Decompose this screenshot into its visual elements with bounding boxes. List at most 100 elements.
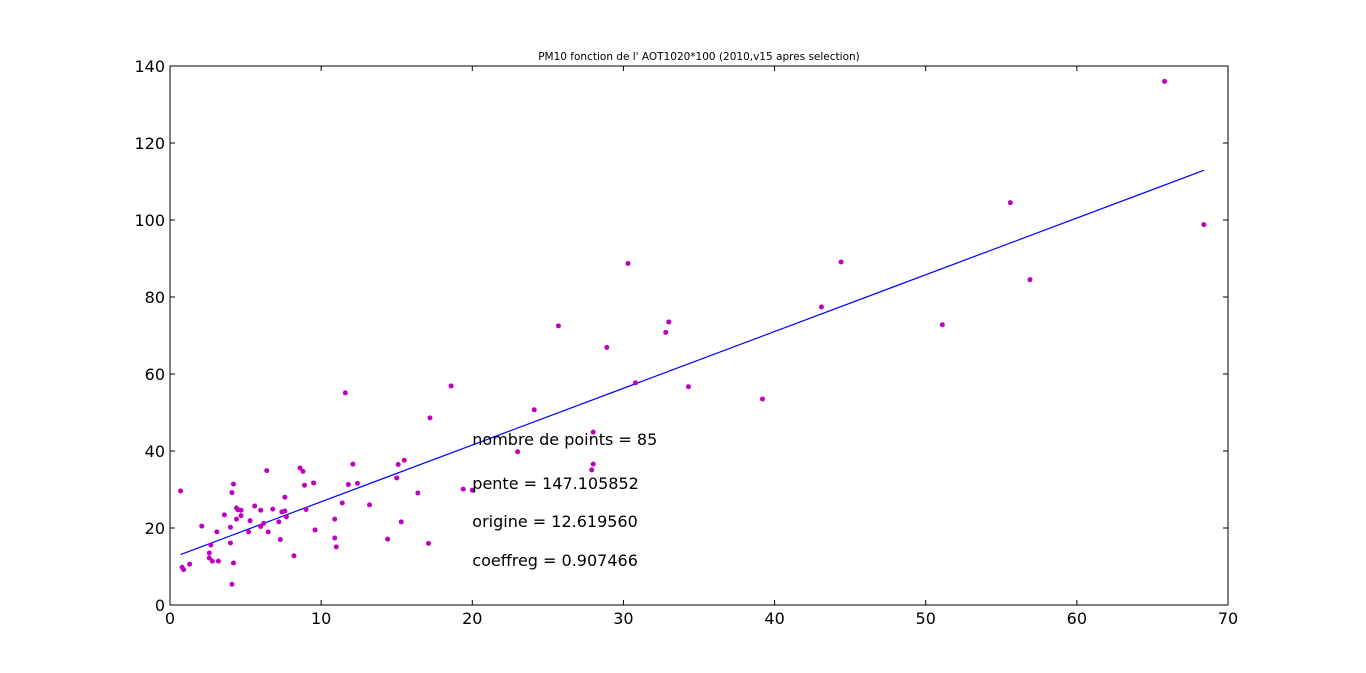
- data-point: [685, 384, 691, 390]
- data-point: [590, 461, 596, 467]
- chart-title: PM10 fonction de l' AOT1020*100 (2010,v1…: [538, 51, 860, 63]
- data-point: [531, 407, 537, 413]
- data-point: [265, 529, 271, 535]
- data-point: [252, 503, 258, 509]
- data-point: [238, 513, 244, 519]
- data-point: [227, 524, 233, 530]
- data-point: [589, 467, 595, 473]
- data-point: [342, 390, 348, 396]
- y-tick-label: 20: [145, 519, 165, 538]
- data-point: [178, 488, 184, 494]
- data-point: [199, 523, 205, 529]
- data-point: [354, 480, 360, 486]
- data-point: [187, 561, 193, 567]
- data-point: [332, 535, 338, 541]
- data-point: [221, 512, 227, 518]
- data-point: [229, 581, 235, 587]
- data-point: [332, 516, 338, 522]
- data-point: [666, 319, 672, 325]
- data-point: [230, 560, 236, 566]
- data-point: [460, 486, 466, 492]
- x-tick-label: 70: [1218, 609, 1238, 628]
- data-point: [283, 514, 289, 520]
- data-point: [215, 558, 221, 564]
- data-point: [246, 529, 252, 535]
- data-point: [302, 482, 308, 488]
- y-tick-label: 40: [145, 442, 165, 461]
- y-tick-label: 140: [134, 57, 165, 76]
- data-point: [415, 490, 421, 496]
- data-point: [1007, 200, 1013, 206]
- annotation-text: origine = 12.619560: [472, 512, 638, 531]
- data-point: [209, 558, 215, 564]
- regression-line: [180, 169, 1205, 556]
- data-point: [425, 540, 431, 546]
- data-point: [469, 487, 475, 493]
- data-point: [1027, 277, 1033, 283]
- data-point: [401, 457, 407, 463]
- data-point: [258, 507, 264, 513]
- data-point: [385, 536, 391, 542]
- data-point: [261, 520, 267, 526]
- data-point: [214, 529, 220, 535]
- data-point: [206, 550, 212, 556]
- data-point: [939, 322, 945, 328]
- annotation-text: nombre de points = 85: [472, 430, 657, 449]
- data-point: [282, 508, 288, 514]
- data-point: [398, 519, 404, 525]
- data-point: [312, 527, 318, 533]
- x-tick-label: 20: [462, 609, 482, 628]
- y-tick-label: 0: [155, 596, 165, 615]
- data-point: [206, 555, 212, 561]
- data-point: [270, 506, 276, 512]
- data-point: [1162, 78, 1168, 84]
- data-point: [181, 567, 187, 573]
- x-tick-label: 30: [613, 609, 633, 628]
- annotations: nombre de points = 85 pente = 147.105852 o…: [472, 430, 657, 570]
- y-tick-label: 100: [134, 211, 165, 230]
- data-point: [395, 461, 401, 467]
- x-tick-label: 0: [165, 609, 175, 628]
- data-point: [311, 480, 317, 486]
- data-point: [759, 396, 765, 402]
- x-tick-label: 40: [764, 609, 784, 628]
- data-point: [291, 553, 297, 559]
- data-point: [303, 507, 309, 513]
- data-point: [345, 481, 351, 487]
- data-point: [227, 540, 233, 546]
- data-point: [258, 523, 264, 529]
- data-point: [276, 519, 282, 525]
- data-point: [625, 261, 631, 267]
- scatter-points: [178, 78, 1207, 587]
- data-point: [208, 542, 214, 548]
- data-point: [339, 500, 345, 506]
- data-point: [277, 537, 283, 543]
- data-point: [663, 329, 669, 335]
- data-point: [555, 323, 561, 329]
- y-tick-label: 60: [145, 365, 165, 384]
- data-point: [367, 502, 373, 508]
- data-point: [333, 544, 339, 550]
- data-point: [590, 429, 596, 435]
- data-point: [448, 383, 454, 389]
- data-point: [604, 344, 610, 350]
- data-point: [229, 490, 235, 496]
- axis-ticks: 0 10 20 30 40 50 60 70 0 20 40 60 80 100 120 140: [134, 57, 1238, 628]
- x-tick-label: 10: [311, 609, 331, 628]
- data-point: [633, 380, 639, 386]
- data-point: [1201, 222, 1207, 228]
- y-tick-label: 120: [134, 134, 165, 153]
- data-point: [230, 481, 236, 487]
- data-point: [818, 304, 824, 310]
- regression-line-layer: [180, 169, 1205, 556]
- x-tick-label: 50: [916, 609, 936, 628]
- data-point: [264, 468, 270, 474]
- data-point: [247, 518, 253, 524]
- data-point: [238, 507, 244, 513]
- y-tick-label: 80: [145, 288, 165, 307]
- data-point: [282, 494, 288, 500]
- data-point: [394, 475, 400, 481]
- data-point: [297, 465, 303, 471]
- data-point: [838, 259, 844, 265]
